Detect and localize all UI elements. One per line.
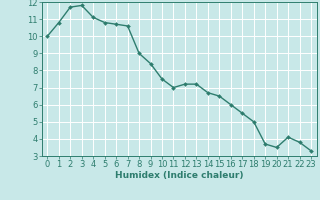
X-axis label: Humidex (Indice chaleur): Humidex (Indice chaleur)	[115, 171, 244, 180]
